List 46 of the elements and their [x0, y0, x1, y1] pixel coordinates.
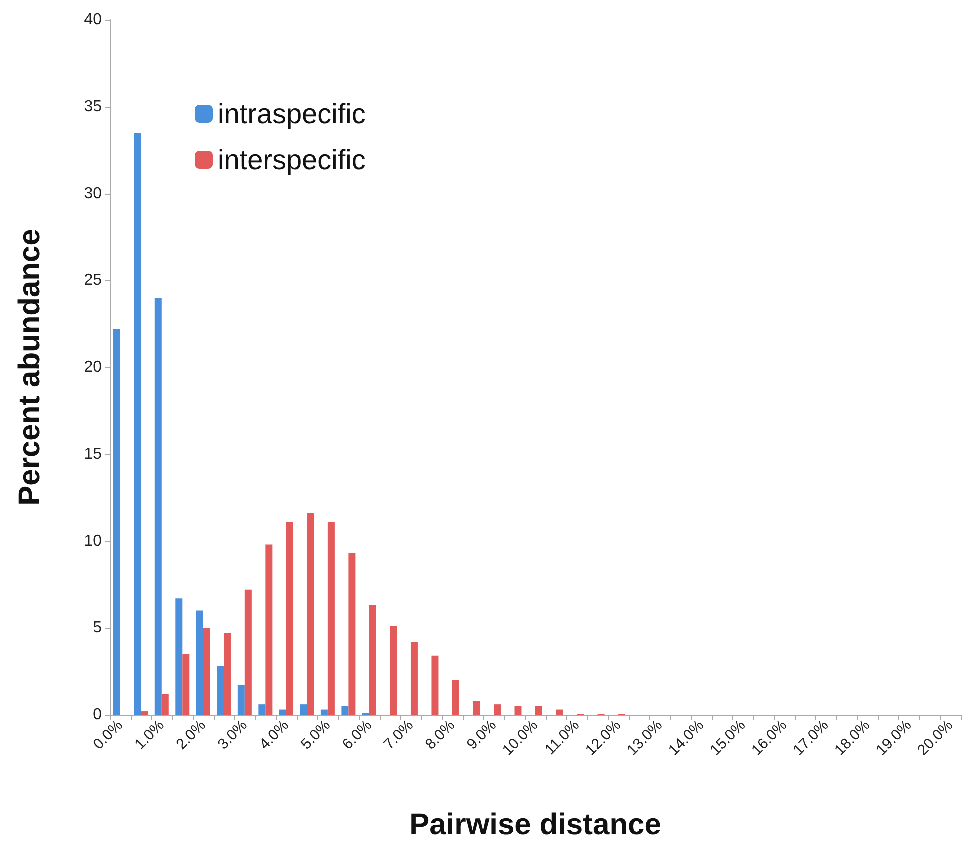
- y-tick-label: 10: [84, 532, 102, 550]
- bar: [410, 642, 418, 715]
- bar: [307, 513, 314, 715]
- bar: [244, 590, 252, 715]
- bar: [286, 522, 294, 715]
- y-tick-label: 0: [93, 706, 102, 724]
- bar: [342, 706, 349, 715]
- bar: [494, 704, 501, 715]
- bar: [203, 628, 210, 715]
- bar: [536, 706, 542, 715]
- bar: [432, 656, 439, 715]
- y-tick-label: 25: [84, 272, 102, 290]
- bar: [348, 553, 356, 715]
- y-tick-label: 40: [84, 12, 102, 28]
- bar: [320, 710, 328, 715]
- bar: [182, 654, 190, 715]
- bar: [176, 598, 183, 715]
- legend-label: interspecific: [218, 144, 366, 176]
- bar: [369, 606, 376, 715]
- y-tick-label: 35: [84, 98, 102, 116]
- bar: [452, 680, 460, 715]
- bar: [141, 712, 148, 715]
- y-tick-label: 20: [84, 359, 102, 376]
- bar: [279, 710, 286, 715]
- bar: [390, 626, 398, 715]
- y-tick-label: 5: [93, 620, 102, 637]
- bar: [113, 329, 120, 715]
- legend-label: intraspecific: [218, 98, 366, 130]
- bar: [238, 685, 245, 715]
- y-tick-label: 15: [84, 446, 102, 463]
- x-axis-title: Pairwise distance: [410, 808, 662, 842]
- bar: [134, 132, 142, 715]
- y-axis-title: Percent abundance: [14, 229, 46, 506]
- bar: [258, 704, 266, 715]
- bar: [328, 522, 335, 715]
- bar: [473, 701, 480, 715]
- y-tick-label: 30: [84, 185, 102, 202]
- bar: [196, 610, 204, 715]
- bar: [224, 633, 232, 715]
- bar: [266, 544, 273, 715]
- bar: [154, 298, 162, 715]
- bar: [556, 710, 564, 715]
- bar: [300, 704, 308, 715]
- bar: [217, 666, 224, 715]
- bar: [514, 706, 522, 715]
- bar: [162, 694, 169, 715]
